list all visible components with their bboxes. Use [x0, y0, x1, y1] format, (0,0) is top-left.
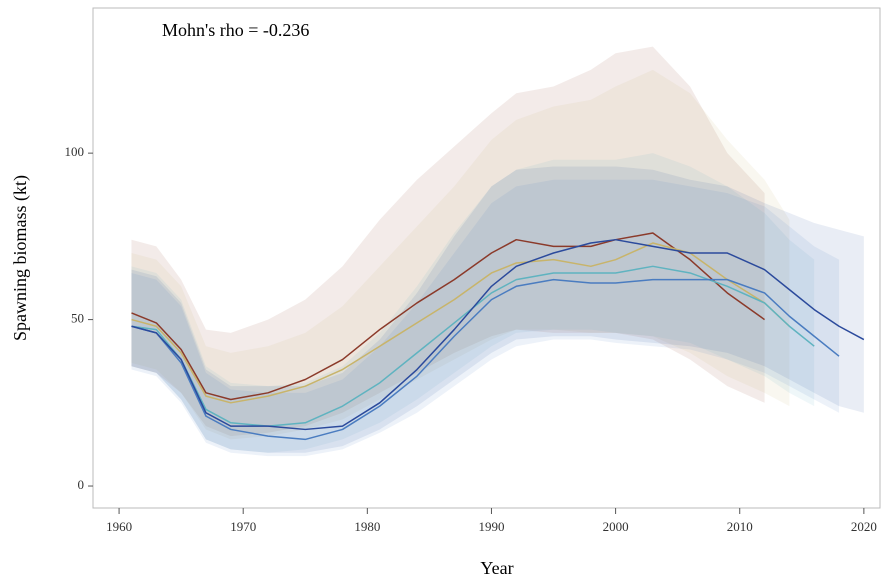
series-line — [131, 278, 840, 441]
series-line — [131, 242, 790, 404]
confidence-band — [131, 153, 815, 453]
x-axis-label: Year — [480, 558, 513, 578]
annotation: Mohn's rho = -0.236 — [162, 20, 309, 40]
confidence-band — [131, 179, 840, 457]
x-tick-label: 2000 — [603, 519, 629, 534]
confidence-band — [131, 69, 790, 440]
x-tick-label: 2020 — [851, 519, 877, 534]
confidence-band — [131, 166, 864, 453]
x-tick-label: 1980 — [354, 519, 380, 534]
y-tick-label: 100 — [65, 144, 85, 159]
y-tick-label: 50 — [71, 311, 84, 326]
x-tick-label: 1990 — [478, 519, 504, 534]
plot-area — [92, 7, 881, 509]
y-axis-label: Spawning biomass (kt) — [10, 175, 31, 341]
series-line — [131, 238, 865, 431]
series-line — [131, 232, 765, 401]
x-tick-label: 1970 — [230, 519, 256, 534]
x-tick-label: 2010 — [727, 519, 753, 534]
y-tick-label: 0 — [78, 477, 85, 492]
confidence-band — [131, 46, 765, 437]
x-tick-label: 1960 — [106, 519, 132, 534]
